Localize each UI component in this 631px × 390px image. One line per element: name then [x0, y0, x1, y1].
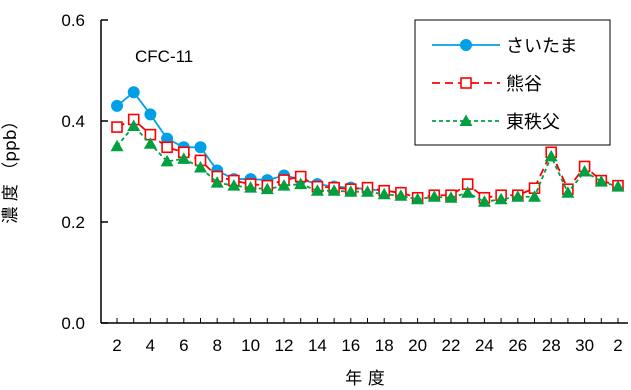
x-tick-label: 2	[112, 336, 121, 355]
legend-marker	[459, 114, 473, 126]
x-tick-label: 20	[408, 336, 427, 355]
data-point	[277, 179, 291, 191]
x-tick-label: 8	[212, 336, 221, 355]
data-point	[444, 191, 458, 203]
data-point	[611, 180, 625, 192]
x-tick-label: 28	[542, 336, 561, 355]
y-tick-label: 0.6	[61, 11, 85, 30]
data-point	[344, 185, 358, 197]
data-point	[427, 190, 441, 202]
x-tick-label: 22	[442, 336, 461, 355]
data-point	[161, 141, 173, 154]
data-point	[394, 189, 408, 201]
data-point	[578, 165, 592, 177]
data-point	[177, 152, 191, 164]
data-point	[111, 121, 123, 133]
x-tick-label: 4	[146, 336, 155, 355]
data-point	[111, 99, 123, 112]
data-point	[544, 149, 558, 162]
data-point	[561, 186, 575, 198]
data-point	[511, 190, 525, 202]
data-point	[411, 192, 425, 205]
data-point	[310, 184, 324, 196]
x-tick-label: 30	[575, 336, 594, 355]
y-tick-label: 0.2	[61, 213, 85, 232]
x-tick-label: 12	[275, 336, 294, 355]
data-point	[227, 179, 241, 191]
data-point	[144, 108, 157, 121]
y-tick-label: 0.4	[61, 112, 85, 131]
data-point	[160, 154, 174, 167]
data-point	[127, 119, 141, 132]
series-1	[111, 86, 407, 199]
x-tick-label: 14	[308, 336, 327, 355]
x-tick-label: 2	[613, 336, 622, 355]
data-point	[477, 195, 491, 207]
legend-marker	[460, 77, 472, 89]
data-point	[294, 177, 308, 190]
x-tick-label: 26	[508, 336, 527, 355]
x-tick-label: 24	[475, 336, 494, 355]
data-point	[194, 141, 207, 154]
data-point	[494, 192, 508, 205]
series-layer	[110, 86, 625, 207]
data-point	[194, 160, 207, 173]
x-axis-title: 年 度	[345, 369, 384, 389]
y-tick-label: 0.0	[61, 314, 85, 333]
data-point	[143, 137, 157, 149]
x-tick-label: 10	[241, 336, 260, 355]
data-point	[210, 176, 224, 188]
data-point	[461, 186, 475, 198]
x-tick-label: 6	[179, 336, 188, 355]
data-point	[327, 184, 341, 196]
legend-label: 熊谷	[506, 74, 542, 95]
data-point	[127, 86, 140, 99]
legend-label: 東秩父	[506, 112, 560, 133]
series-3	[110, 119, 625, 207]
y-axis-title: 濃 度 （ppb）	[1, 112, 21, 223]
data-point	[110, 139, 124, 152]
data-point	[528, 190, 541, 202]
data-point	[594, 175, 608, 187]
legend-label: さいたま	[506, 36, 577, 57]
legend-box	[414, 19, 611, 146]
legend-marker	[460, 39, 472, 51]
axes: 0.00.20.40.62 4 6 8 10 12 14 16 18 20 22 24 26 28 30 2	[61, 11, 628, 355]
chart-annotation: CFC-11	[135, 47, 193, 66]
data-point	[244, 181, 258, 193]
data-point	[361, 185, 374, 197]
data-point	[260, 182, 274, 195]
data-point	[377, 187, 391, 200]
x-tick-label: 16	[341, 336, 360, 355]
x-tick-label: 18	[375, 336, 394, 355]
